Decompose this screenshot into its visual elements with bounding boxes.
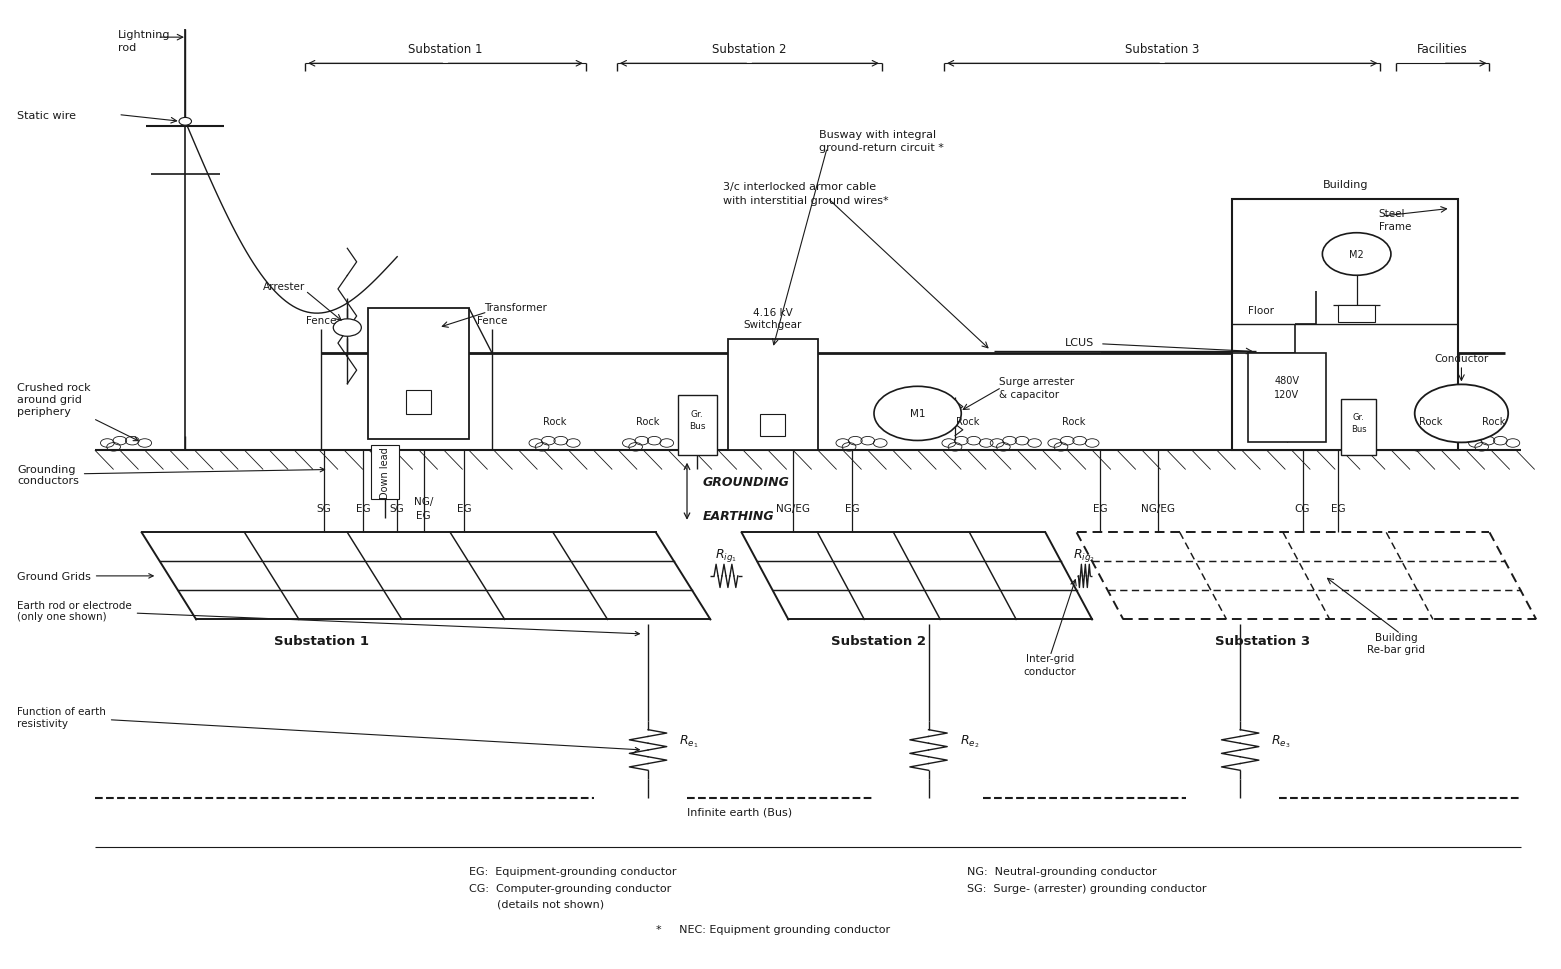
- Text: Floor: Floor: [1247, 305, 1274, 316]
- Text: NG:  Neutral-grounding conductor: NG: Neutral-grounding conductor: [968, 866, 1157, 876]
- Text: *     NEC: Equipment grounding conductor: * NEC: Equipment grounding conductor: [656, 924, 890, 934]
- Text: Grounding
conductors: Grounding conductors: [17, 464, 325, 485]
- Text: Earth rod or electrode
(only one shown): Earth rod or electrode (only one shown): [17, 600, 640, 636]
- Text: EG:  Equipment-grounding conductor: EG: Equipment-grounding conductor: [468, 866, 676, 876]
- Text: Transformer: Transformer: [484, 302, 548, 313]
- Text: EG: EG: [1093, 504, 1107, 514]
- Text: Substation 1: Substation 1: [409, 44, 482, 56]
- Text: Frame: Frame: [1378, 222, 1411, 232]
- Text: Rock: Rock: [543, 417, 567, 426]
- Text: Down lead: Down lead: [379, 447, 390, 499]
- Text: Arrester: Arrester: [262, 281, 306, 292]
- Text: Substation 3: Substation 3: [1214, 635, 1310, 647]
- Bar: [367, 309, 468, 439]
- Text: Infinite earth (Bus): Infinite earth (Bus): [687, 807, 791, 817]
- Circle shape: [1414, 385, 1508, 443]
- Text: Rock: Rock: [1419, 417, 1442, 426]
- Text: Crushed rock
around grid
periphery: Crushed rock around grid periphery: [17, 383, 137, 441]
- Text: Building: Building: [1322, 180, 1367, 190]
- Text: (details not shown): (details not shown): [468, 899, 604, 909]
- Text: SG:  Surge- (arrester) grounding conductor: SG: Surge- (arrester) grounding conducto…: [968, 884, 1207, 893]
- Text: Surge arrester: Surge arrester: [999, 376, 1074, 386]
- Text: rod: rod: [119, 43, 136, 52]
- Text: EG: EG: [457, 504, 471, 514]
- Bar: [677, 395, 716, 455]
- Text: Gr.: Gr.: [1353, 413, 1364, 422]
- Text: NG/: NG/: [414, 497, 434, 507]
- Text: 4.16 kV: 4.16 kV: [752, 307, 793, 318]
- Text: 3/c interlocked armor cable: 3/c interlocked armor cable: [723, 182, 876, 192]
- Text: $R_{e_3}$: $R_{e_3}$: [1271, 733, 1291, 749]
- Text: Static wire: Static wire: [17, 110, 76, 120]
- Text: $R_{e_2}$: $R_{e_2}$: [960, 733, 979, 749]
- Text: Steel: Steel: [1378, 209, 1405, 219]
- Text: EG: EG: [417, 511, 431, 520]
- Text: LCUS: LCUS: [1065, 337, 1094, 348]
- Circle shape: [180, 118, 192, 126]
- Text: Ground Grids: Ground Grids: [17, 572, 153, 581]
- Text: GROUNDING: GROUNDING: [702, 476, 790, 488]
- Circle shape: [1322, 234, 1391, 276]
- Text: $R_{ig_2}$: $R_{ig_2}$: [1074, 547, 1096, 564]
- Text: 480V: 480V: [1274, 375, 1299, 385]
- Text: SG: SG: [317, 504, 331, 514]
- Bar: [406, 391, 431, 415]
- Text: Switchgear: Switchgear: [743, 320, 802, 330]
- Text: Busway with integral: Busway with integral: [820, 130, 937, 140]
- Text: Building: Building: [1375, 632, 1417, 642]
- Text: Bus: Bus: [1350, 425, 1366, 434]
- Text: Facilities: Facilities: [1417, 44, 1467, 56]
- Text: Substation 2: Substation 2: [712, 44, 787, 56]
- Text: conductor: conductor: [1024, 666, 1077, 676]
- Text: $R_{e_1}$: $R_{e_1}$: [679, 733, 699, 749]
- Text: & capacitor: & capacitor: [999, 390, 1058, 399]
- Text: Substation 1: Substation 1: [275, 635, 368, 647]
- Text: EARTHING: EARTHING: [702, 510, 774, 522]
- Text: Inter-grid: Inter-grid: [1026, 653, 1074, 664]
- Text: Re-bar grid: Re-bar grid: [1367, 644, 1425, 655]
- Text: CG:  Computer-grounding conductor: CG: Computer-grounding conductor: [468, 884, 671, 893]
- Text: Rock: Rock: [637, 417, 660, 426]
- Text: Fence: Fence: [306, 315, 336, 326]
- Text: Substation 3: Substation 3: [1125, 44, 1199, 56]
- Text: Lightning: Lightning: [119, 30, 170, 40]
- Text: Bus: Bus: [688, 422, 706, 431]
- Text: CG: CG: [1294, 504, 1310, 514]
- Circle shape: [874, 387, 962, 441]
- Text: M1: M1: [910, 409, 926, 419]
- Circle shape: [334, 320, 361, 337]
- Text: Rock: Rock: [1483, 417, 1506, 426]
- Text: NG/EG: NG/EG: [1141, 504, 1174, 514]
- Text: Rock: Rock: [955, 417, 979, 426]
- Bar: [1232, 200, 1458, 451]
- Text: Rock: Rock: [1061, 417, 1085, 426]
- Text: 120V: 120V: [1274, 390, 1299, 399]
- Bar: [1338, 306, 1375, 323]
- Bar: [1341, 399, 1375, 455]
- Text: SG: SG: [390, 504, 404, 514]
- Bar: [1247, 354, 1325, 443]
- Bar: [760, 415, 785, 436]
- Text: EG: EG: [845, 504, 860, 514]
- Text: M2: M2: [1349, 250, 1364, 260]
- Text: Gr.: Gr.: [692, 410, 704, 419]
- Bar: [370, 446, 398, 499]
- Text: EG: EG: [356, 504, 370, 514]
- Text: Function of earth
resistivity: Function of earth resistivity: [17, 706, 640, 752]
- Text: ground-return circuit *: ground-return circuit *: [820, 143, 944, 153]
- Text: Substation 2: Substation 2: [830, 635, 926, 647]
- Bar: [727, 339, 818, 451]
- Text: with interstitial ground wires*: with interstitial ground wires*: [723, 196, 888, 205]
- Text: Conductor: Conductor: [1435, 354, 1489, 364]
- Text: EG: EG: [1332, 504, 1346, 514]
- Text: NG/EG: NG/EG: [776, 504, 810, 514]
- Text: Fence: Fence: [478, 315, 507, 326]
- Text: $R_{ig_1}$: $R_{ig_1}$: [715, 547, 737, 564]
